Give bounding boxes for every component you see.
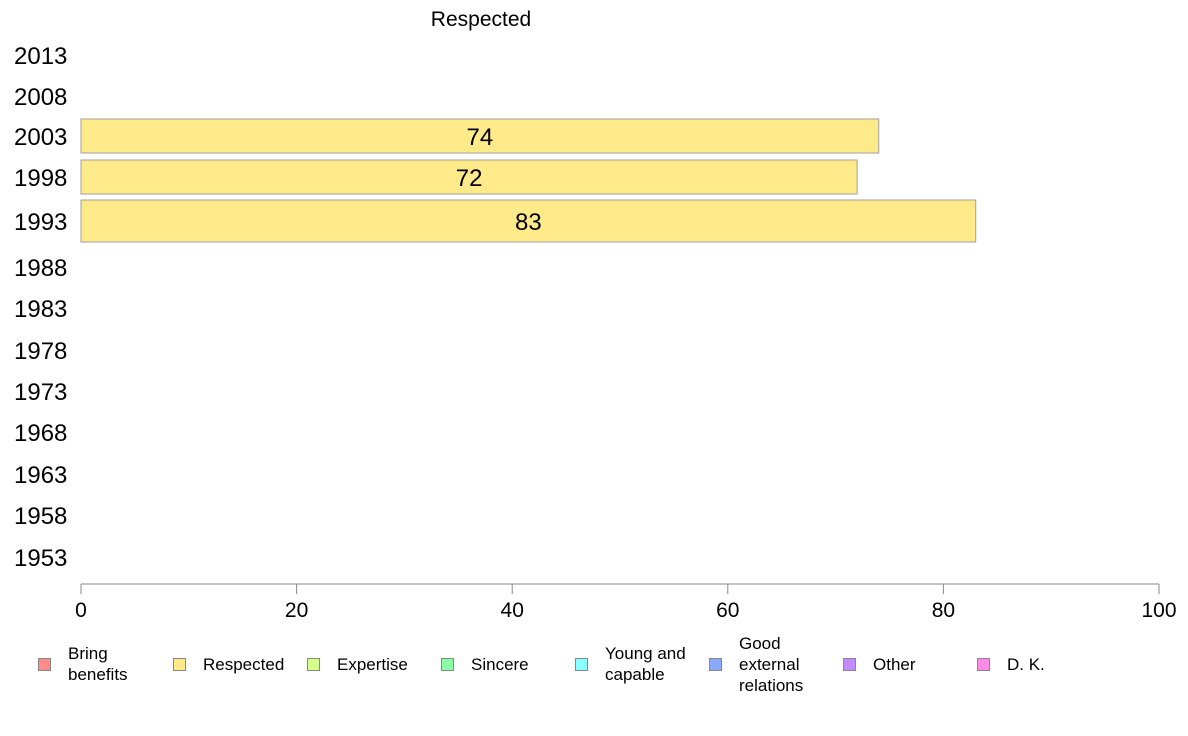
x-tick-label: 40 bbox=[501, 599, 524, 622]
y-category-label: 1993 bbox=[14, 209, 67, 236]
legend-item: Expertise bbox=[307, 630, 437, 698]
y-category-label: 1978 bbox=[14, 338, 67, 365]
bar-chart: Respected 2013 2008 2003 1998 1993 1988 1983 19… bbox=[14, 8, 1177, 622]
legend-swatch bbox=[173, 657, 186, 671]
y-category-label: 1953 bbox=[14, 545, 67, 572]
legend-swatch bbox=[38, 657, 51, 671]
legend-label: Young and capable bbox=[605, 644, 686, 684]
bar-value-label: 83 bbox=[515, 209, 542, 236]
legend-swatch bbox=[307, 657, 320, 671]
legend-swatch bbox=[441, 657, 454, 671]
legend-label: Good external relations bbox=[739, 633, 804, 695]
y-category-label: 1958 bbox=[14, 503, 67, 530]
bar-2003 bbox=[80, 118, 880, 154]
y-category-label: 1973 bbox=[14, 379, 67, 406]
x-tick-label: 80 bbox=[932, 599, 955, 622]
y-category-label: 1983 bbox=[14, 296, 67, 323]
legend-label: D. K. bbox=[1007, 654, 1045, 674]
legend-swatch bbox=[575, 657, 588, 671]
legend-item: Respected bbox=[173, 630, 303, 698]
x-tick-label: 0 bbox=[75, 599, 87, 622]
bar-1998 bbox=[80, 159, 858, 195]
y-category-label: 1963 bbox=[14, 462, 67, 489]
y-category-label: 1988 bbox=[14, 255, 67, 282]
legend-item: Young and capable bbox=[575, 630, 700, 698]
x-tick-label: 100 bbox=[1141, 599, 1176, 622]
x-tick-label: 60 bbox=[716, 599, 739, 622]
legend-item: Sincere bbox=[441, 630, 571, 698]
bar-value-label: 72 bbox=[456, 165, 483, 192]
legend-item: Good external relations bbox=[709, 630, 814, 698]
legend-item: Bring benefits bbox=[38, 630, 138, 698]
legend-item: Other bbox=[843, 630, 973, 698]
chart-title: Respected bbox=[431, 8, 531, 31]
legend-swatch bbox=[843, 657, 856, 671]
y-category-label: 2013 bbox=[14, 43, 67, 70]
y-category-label: 1968 bbox=[14, 420, 67, 447]
x-tick-label: 20 bbox=[285, 599, 308, 622]
legend-label: Bring benefits bbox=[68, 644, 128, 684]
bar-1993 bbox=[80, 199, 977, 243]
y-category-label: 1998 bbox=[14, 165, 67, 192]
bar-value-label: 74 bbox=[467, 124, 494, 151]
legend-swatch bbox=[709, 657, 722, 671]
legend-item: D. K. bbox=[977, 630, 1107, 698]
legend: Bring benefits Respected Expertise Sincere Y… bbox=[0, 630, 1188, 710]
legend-swatch bbox=[977, 657, 990, 671]
y-category-label: 2003 bbox=[14, 124, 67, 151]
y-category-label: 2008 bbox=[14, 84, 67, 111]
legend-label: Respected bbox=[203, 654, 285, 674]
legend-label: Sincere bbox=[471, 654, 529, 674]
legend-label: Other bbox=[873, 654, 916, 674]
legend-label: Expertise bbox=[337, 654, 408, 674]
